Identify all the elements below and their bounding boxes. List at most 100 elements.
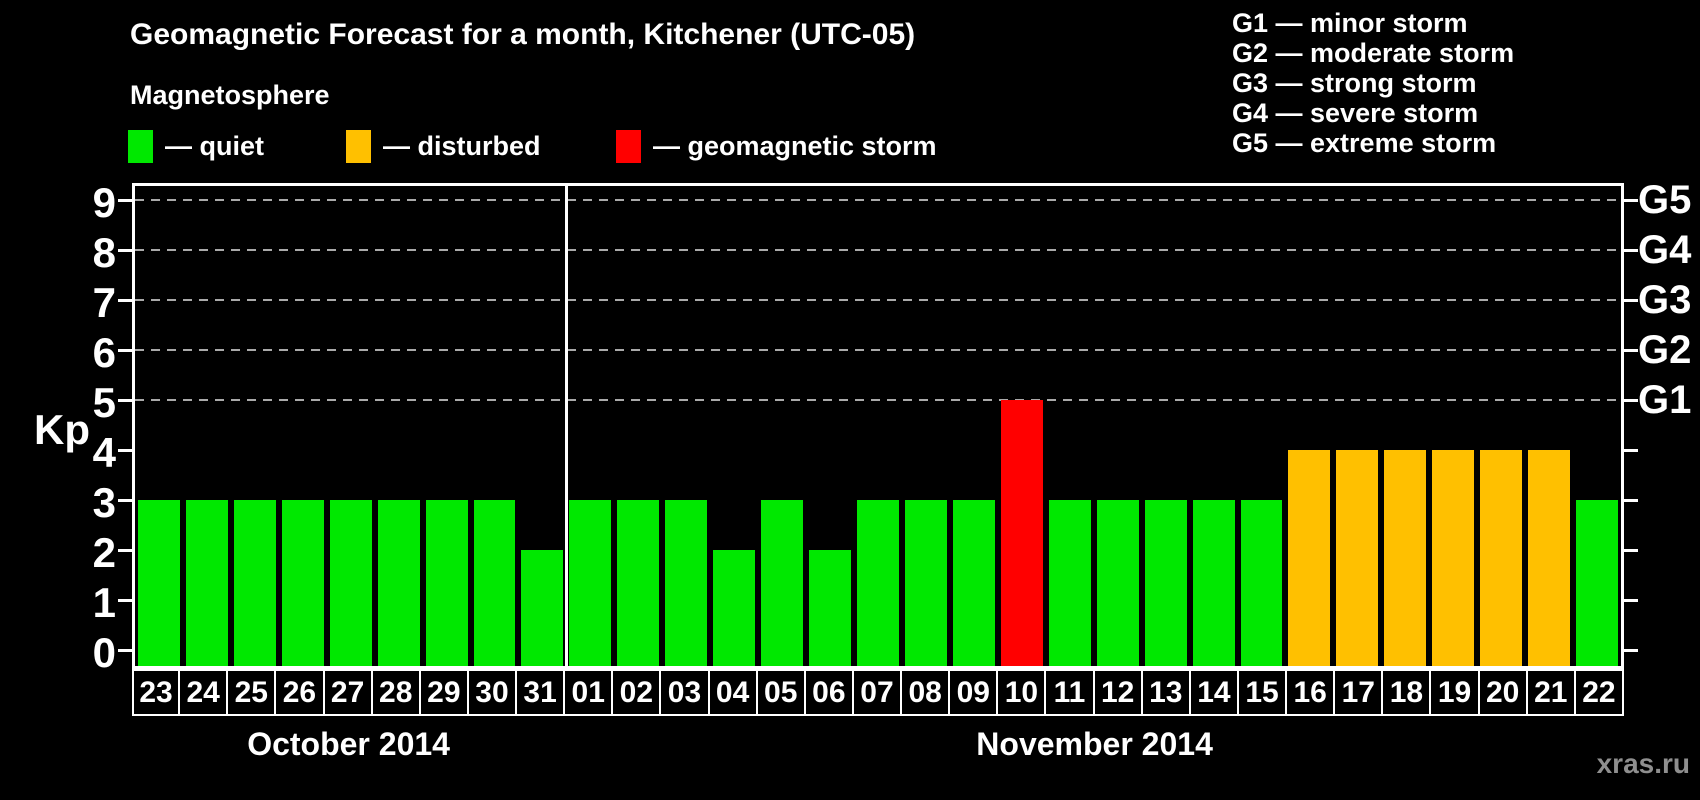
watermark: xras.ru (1596, 748, 1690, 779)
kp-bar-20 (1480, 450, 1523, 666)
magnetosphere-label: Magnetosphere (130, 80, 330, 110)
kp-bar-22 (1576, 500, 1618, 666)
storm-label: — geomagnetic storm (653, 131, 937, 161)
g-axis-label-G4: G4 (1638, 228, 1692, 272)
month-label-0: October 2014 (247, 726, 450, 762)
g-scale-legend: G1 — minor storm G2 — moderate storm G3 … (1232, 8, 1514, 158)
g3-legend-line: G3 — strong storm (1232, 68, 1477, 98)
kp-bar-09 (952, 500, 995, 666)
date-cell-31: 31 (517, 669, 566, 716)
left-axis-tick-3 (118, 498, 132, 502)
kp-bar-19 (1432, 450, 1475, 666)
legend-item-storm: — geomagnetic storm (616, 130, 937, 163)
date-cell-23: 23 (132, 669, 181, 716)
left-axis-tick-6 (118, 348, 132, 352)
left-axis-tick-1 (118, 598, 132, 602)
date-cell-12: 12 (1094, 669, 1143, 716)
y-axis-label-7: 7 (92, 279, 116, 326)
gridline-kp6 (135, 349, 1621, 351)
right-axis-tick-6 (1624, 348, 1638, 352)
right-axis-tick-0 (1624, 648, 1638, 652)
kp-bar-07 (857, 500, 899, 666)
date-cell-30: 30 (468, 669, 518, 716)
g5-legend-line: G5 — extreme storm (1232, 128, 1497, 158)
right-axis-tick-8 (1624, 248, 1638, 252)
right-axis-tick-7 (1624, 298, 1638, 302)
gridline-kp5 (135, 399, 1621, 401)
g2-legend-line: G2 — moderate storm (1232, 38, 1515, 68)
disturbed-label: — disturbed (383, 131, 541, 161)
legend-item-disturbed: — disturbed (346, 130, 541, 163)
quiet-label: — quiet (165, 131, 264, 161)
kp-bar-16 (1288, 450, 1331, 666)
date-cell-10: 10 (998, 669, 1047, 716)
date-cell-22: 22 (1575, 669, 1624, 716)
date-cell-15: 15 (1238, 669, 1288, 716)
y-axis-label-8: 8 (92, 229, 116, 276)
storm-color-swatch (616, 130, 641, 163)
y-axis-label-6: 6 (92, 329, 116, 376)
y-axis-label-1: 1 (92, 579, 116, 626)
date-axis: 23 24 25 26 27 28 29 30 31 01 02 03 04 05 06 07 08 09 10 11… (132, 669, 1624, 716)
left-axis-tick-9 (118, 198, 132, 202)
date-cell-16: 16 (1287, 669, 1336, 716)
date-cell-11: 11 (1046, 669, 1095, 716)
right-axis-tick-1 (1624, 598, 1638, 602)
y-axis-label-0: 0 (92, 629, 116, 676)
kp-bar-29 (425, 500, 468, 666)
kp-bar-08 (904, 500, 947, 666)
g4-legend-line: G4 — severe storm (1232, 98, 1479, 128)
kp-bar-14 (1192, 500, 1235, 666)
gridline-kp9 (135, 199, 1621, 201)
date-cell-21: 21 (1527, 669, 1576, 716)
kp-bar-02 (617, 500, 660, 666)
g-axis-label-G3: G3 (1638, 278, 1692, 322)
disturbed-color-swatch (346, 130, 371, 163)
kp-bar-04 (713, 550, 756, 666)
left-axis-tick-5 (118, 398, 132, 402)
kp-bar-03 (665, 500, 708, 666)
kp-bar-10 (1000, 400, 1043, 666)
kp-bar-27 (329, 500, 372, 666)
right-axis-tick-2 (1624, 548, 1638, 552)
date-cell-25: 25 (228, 669, 277, 716)
kp-bar-13 (1144, 500, 1187, 666)
date-cell-07: 07 (853, 669, 903, 716)
kp-bar-23 (138, 500, 180, 666)
kp-bar-31 (521, 550, 564, 666)
kp-bar-25 (233, 500, 276, 666)
date-cell-14: 14 (1190, 669, 1239, 716)
y-axis-label-5: 5 (92, 379, 116, 426)
kp-bar-28 (377, 500, 420, 666)
y-axis-label-2: 2 (92, 529, 116, 576)
kp-bar-12 (1096, 500, 1139, 666)
right-axis-tick-5 (1624, 398, 1638, 402)
date-cell-24: 24 (180, 669, 229, 716)
g-axis-label-G5: G5 (1638, 178, 1692, 222)
kp-bar-01 (569, 500, 612, 666)
date-cell-18: 18 (1383, 669, 1432, 716)
kp-bar-11 (1048, 500, 1091, 666)
right-axis-g-labels: G1 G2 G3 G4 G5 (1638, 0, 1700, 800)
y-axis-label-9: 9 (92, 179, 116, 226)
g-axis-label-G2: G2 (1638, 328, 1692, 372)
date-cell-01: 01 (565, 669, 614, 716)
kp-bar-15 (1240, 500, 1283, 666)
date-cell-28: 28 (372, 669, 421, 716)
date-cell-09: 09 (950, 669, 999, 716)
date-cell-17: 17 (1335, 669, 1384, 716)
y-axis-label-4: 4 (92, 429, 116, 476)
date-cell-20: 20 (1479, 669, 1528, 716)
date-cell-06: 06 (805, 669, 854, 716)
date-cell-19: 19 (1431, 669, 1480, 716)
date-cell-03: 03 (661, 669, 710, 716)
left-axis-tick-4 (118, 448, 132, 452)
month-label-1: November 2014 (976, 726, 1213, 762)
right-axis-tick-4 (1624, 448, 1638, 452)
legend-item-quiet: — quiet (128, 130, 264, 163)
gridline-kp8 (135, 249, 1621, 251)
left-axis-tick-0 (118, 648, 132, 652)
date-cell-05: 05 (757, 669, 806, 716)
